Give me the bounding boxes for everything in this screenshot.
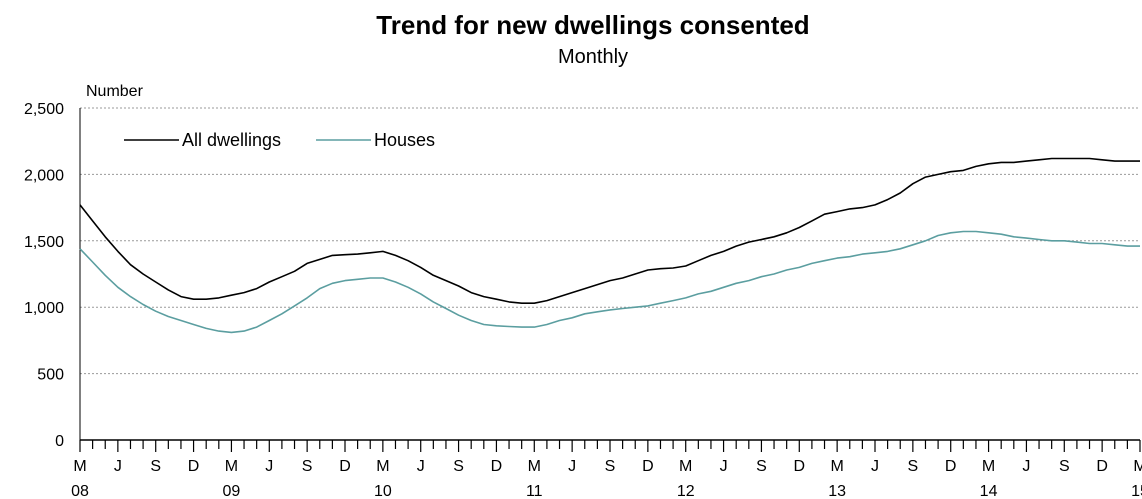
x-tick-label: J xyxy=(114,458,122,475)
x-tick-label: M xyxy=(528,458,541,475)
x-year-label: 08 xyxy=(71,483,89,499)
x-year-label: 14 xyxy=(980,483,998,499)
legend-label: Houses xyxy=(374,130,435,150)
x-year-label: 09 xyxy=(223,483,241,499)
x-tick-label: M xyxy=(679,458,692,475)
y-tick-label: 500 xyxy=(37,367,64,384)
series-lines xyxy=(79,157,1140,334)
x-tick-label: J xyxy=(720,458,728,475)
x-tick-label: D xyxy=(794,458,806,475)
x-tick-label: S xyxy=(453,458,464,475)
x-tick-label: J xyxy=(265,458,273,475)
chart-title: Trend for new dwellings consented xyxy=(376,10,809,40)
x-tick-label: S xyxy=(605,458,616,475)
x-year-label: 10 xyxy=(374,483,392,499)
series-line-houses xyxy=(79,230,1140,334)
series-line-all-dwellings xyxy=(79,157,1140,305)
x-axis: M J S D M J S D M J S D M J S D M J S D M J S D M J S D M 08 09 10 11 12 1… xyxy=(71,108,1142,499)
x-tick-label: D xyxy=(1096,458,1108,475)
x-tick-label: J xyxy=(1022,458,1030,475)
y-tick-label: 2,500 xyxy=(24,101,64,118)
x-tick-label: M xyxy=(982,458,995,475)
y-tick-label: 1,500 xyxy=(24,234,64,251)
x-tick-label: M xyxy=(73,458,86,475)
x-tick-label: M xyxy=(225,458,238,475)
x-tick-label: J xyxy=(417,458,425,475)
legend-label: All dwellings xyxy=(182,130,281,150)
x-tick-label: D xyxy=(945,458,957,475)
gridlines xyxy=(80,107,1140,375)
x-tick-label: D xyxy=(339,458,351,475)
x-tick-label: M xyxy=(830,458,843,475)
y-tick-label: 2,000 xyxy=(24,167,64,184)
x-tick-label: D xyxy=(491,458,503,475)
x-tick-label: S xyxy=(302,458,313,475)
chart-subtitle: Monthly xyxy=(558,46,628,68)
x-year-label: 12 xyxy=(677,483,695,499)
y-axis-ticks: 0 500 1,000 1,500 2,000 2,500 xyxy=(24,101,64,450)
x-tick-label: S xyxy=(150,458,161,475)
x-year-label: 11 xyxy=(526,483,543,499)
x-year-label: 15 xyxy=(1131,483,1142,499)
x-year-label: 13 xyxy=(828,483,846,499)
y-tick-label: 1,000 xyxy=(24,300,64,317)
legend: All dwellings Houses xyxy=(124,130,435,150)
x-tick-label: S xyxy=(1059,458,1070,475)
x-tick-label: J xyxy=(871,458,879,475)
x-tick-label: S xyxy=(908,458,919,475)
x-tick-label: D xyxy=(642,458,654,475)
y-tick-label: 0 xyxy=(55,433,64,450)
x-tick-label: J xyxy=(568,458,576,475)
x-tick-label: S xyxy=(756,458,767,475)
y-axis-label: Number xyxy=(86,83,144,100)
x-tick-label: M xyxy=(376,458,389,475)
x-tick-label: M xyxy=(1133,458,1142,475)
x-tick-label: D xyxy=(188,458,200,475)
